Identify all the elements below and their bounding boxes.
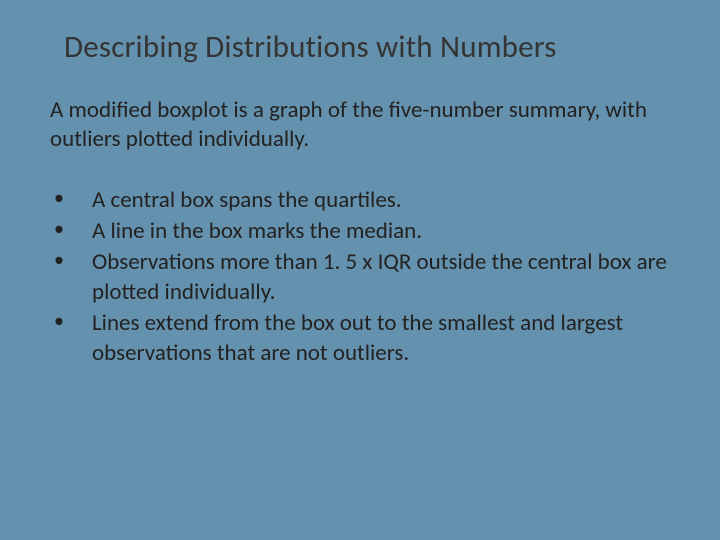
slide-title: Describing Distributions with Numbers <box>64 28 672 66</box>
bullet-item: Observations more than 1. 5 x IQR outsid… <box>50 248 672 307</box>
slide-container: Describing Distributions with Numbers A … <box>0 0 720 540</box>
bullet-item: A central box spans the quartiles. <box>50 186 672 215</box>
bullet-list: A central box spans the quartiles. A lin… <box>50 186 672 369</box>
bullet-item: A line in the box marks the median. <box>50 217 672 246</box>
slide-intro-paragraph: A modified boxplot is a graph of the fiv… <box>50 96 672 154</box>
bullet-item: Lines extend from the box out to the sma… <box>50 309 672 368</box>
